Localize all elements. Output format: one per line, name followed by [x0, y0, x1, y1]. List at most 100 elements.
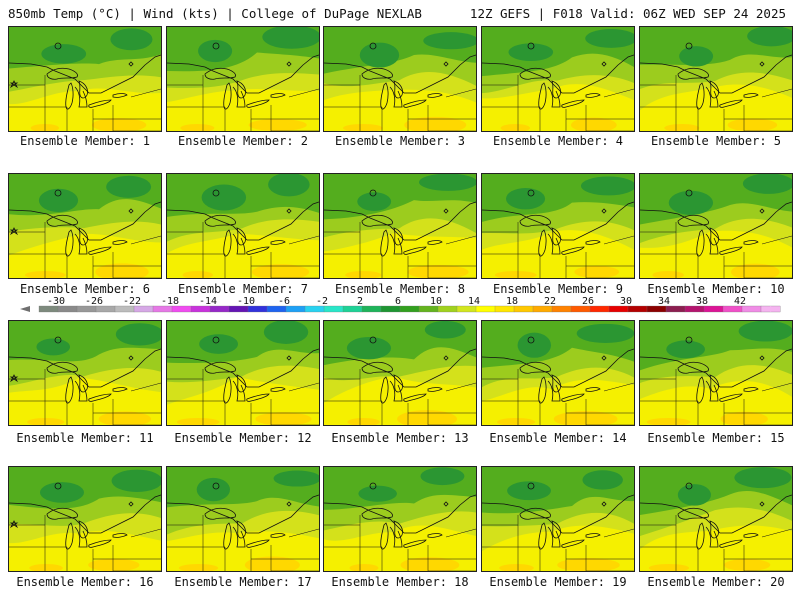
station-marker [443, 61, 449, 67]
lake-huron [551, 80, 561, 99]
international-border [640, 54, 792, 94]
lake-michigan [380, 82, 389, 110]
state-boundaries [167, 515, 319, 571]
lake-superior [361, 361, 393, 374]
warm-pocket [648, 564, 690, 571]
colorbar-swatch [399, 305, 420, 313]
colorbar-tick-label: 14 [468, 297, 480, 307]
state-boundaries [482, 515, 634, 571]
state-boundaries [167, 222, 319, 278]
station-marker [759, 208, 765, 214]
ensemble-member-map [639, 466, 793, 572]
international-border [640, 201, 792, 241]
ensemble-member-map [166, 320, 320, 426]
station-marker [685, 336, 693, 344]
state-boundaries [482, 75, 634, 131]
lake-superior [204, 214, 236, 227]
lake-superior [46, 67, 78, 80]
ensemble-member-label: Ensemble Member: 17 [174, 575, 312, 589]
state-boundaries [324, 222, 476, 278]
ensemble-member-label: Ensemble Member: 15 [647, 431, 785, 445]
station-marker [212, 336, 220, 344]
station-marker [601, 501, 607, 507]
colorbar-tick-label: 34 [658, 297, 670, 307]
colorbar-tick-label: -10 [237, 297, 255, 307]
ensemble-member-label: Ensemble Member: 10 [647, 282, 785, 296]
lake-huron [709, 227, 719, 246]
warm-pocket [95, 263, 149, 278]
lake-superior [361, 507, 393, 520]
lake-superior [46, 214, 78, 227]
cold-pocket [198, 39, 233, 63]
state-boundaries [9, 75, 161, 131]
warm-pocket [24, 271, 66, 278]
ensemble-member-label: Ensemble Member: 14 [489, 431, 627, 445]
michigan-outline [705, 380, 719, 402]
ensemble-member-map [8, 320, 162, 426]
station-marker [128, 501, 134, 507]
lake-erie [719, 539, 743, 548]
station-marker [128, 355, 134, 361]
international-border [9, 54, 161, 94]
state-boundaries [640, 515, 792, 571]
ensemble-member-map [481, 466, 635, 572]
warm-pocket [182, 271, 213, 278]
lake-superior [46, 507, 78, 520]
colorbar-tick-label: -30 [47, 297, 65, 307]
state-boundaries [482, 222, 634, 278]
warm-pocket [244, 556, 300, 571]
cold-pocket [36, 338, 71, 356]
ensemble-member-map [166, 26, 320, 132]
lake-ontario [743, 93, 759, 98]
state-boundaries [640, 75, 792, 131]
warm-pocket [646, 418, 691, 425]
lake-erie [403, 393, 427, 402]
station-marker [54, 336, 62, 344]
station-marker [369, 42, 377, 50]
lake-erie [246, 539, 270, 548]
lake-ontario [585, 533, 601, 538]
warm-pocket [255, 412, 312, 425]
lake-michigan [223, 522, 232, 550]
state-boundaries [167, 75, 319, 131]
lake-erie [246, 99, 270, 108]
warm-pocket [397, 410, 457, 425]
colorbar-tick-label: 26 [582, 297, 594, 307]
lake-erie [246, 393, 270, 402]
warm-pocket [180, 124, 215, 131]
cold-pocket [508, 43, 554, 62]
michigan-outline [74, 526, 88, 548]
lake-huron [393, 520, 403, 539]
michigan-outline [389, 526, 403, 548]
warm-pocket [727, 118, 778, 131]
international-border [482, 54, 634, 94]
cold-pocket [576, 323, 634, 344]
michigan-outline [547, 526, 561, 548]
international-border [640, 348, 792, 388]
warm-pocket [251, 264, 310, 278]
colorbar-tick-label: 30 [620, 297, 632, 307]
lake-michigan [538, 376, 547, 404]
cold-pocket [106, 175, 152, 198]
lake-ontario [585, 387, 601, 392]
michigan-outline [232, 526, 246, 548]
colorbar-tick-label: -18 [161, 297, 179, 307]
colorbar-swatch [361, 305, 382, 313]
lake-huron [78, 374, 88, 393]
warm-pocket [723, 558, 771, 571]
warm-pocket [404, 116, 467, 131]
lake-huron [393, 374, 403, 393]
michigan-outline [74, 380, 88, 402]
lake-huron [236, 520, 246, 539]
colorbar-tick-label: 2 [357, 297, 363, 307]
ensemble-member-label: Ensemble Member: 3 [334, 134, 466, 148]
cold-pocket [357, 192, 392, 211]
station-marker [443, 355, 449, 361]
cold-pocket [39, 482, 84, 503]
cold-pocket [580, 176, 634, 196]
michigan-outline [705, 86, 719, 108]
cold-pocket [677, 484, 711, 506]
michigan-outline [74, 233, 88, 255]
lake-erie [561, 99, 585, 108]
lake-superior [204, 67, 236, 80]
